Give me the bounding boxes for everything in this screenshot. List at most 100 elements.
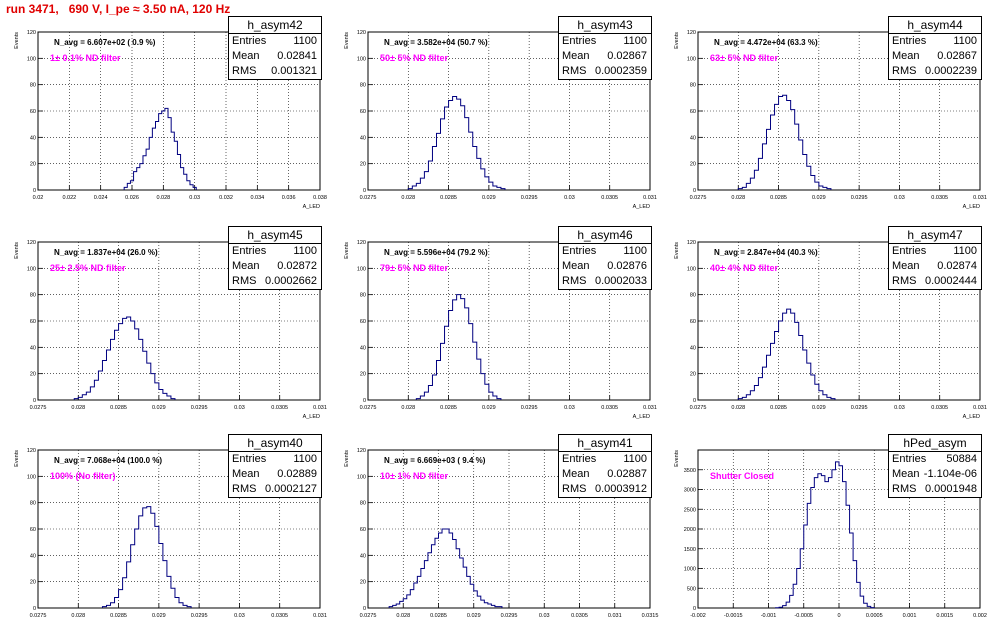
histogram-name: hPed_asym: [889, 435, 981, 452]
stat-row-mean: Mean 0.02874: [889, 259, 981, 274]
stat-row-rms: RMS 0.0002662: [229, 274, 321, 289]
x-tick-label: 0.034: [250, 195, 264, 201]
stat-label-entries: Entries: [562, 35, 597, 47]
y-tick-label: 80: [360, 501, 366, 507]
histogram-name: h_asym47: [889, 227, 981, 244]
y-tick-label: 0: [363, 398, 366, 404]
stat-row-rms: RMS 0.0001948: [889, 482, 981, 497]
y-tick-label: 100: [27, 56, 36, 62]
x-tick-label: 0: [837, 613, 840, 619]
stat-value-rms: 0.001321: [271, 65, 317, 77]
stat-label-entries: Entries: [232, 453, 267, 465]
x-tick-label: 0.029: [467, 613, 481, 619]
y-tick-label: 60: [360, 527, 366, 533]
y-tick-label: 60: [30, 319, 36, 325]
stat-value-entries: 1100: [293, 453, 317, 465]
y-tick-label: 100: [357, 474, 366, 480]
x-tick-label: 0.0285: [770, 405, 787, 411]
navg-annotation: N_avg = 6.607e+02 ( 0.9 %): [54, 38, 156, 47]
y-tick-label: 20: [30, 372, 36, 378]
x-tick-label: 0.0305: [931, 405, 948, 411]
y-tick-label: 100: [27, 266, 36, 272]
stat-label-mean: Mean: [232, 260, 260, 272]
stat-label-mean: Mean: [232, 468, 260, 480]
navg-annotation: N_avg = 5.596e+04 (79.2 %): [384, 248, 488, 257]
stat-label-entries: Entries: [892, 453, 927, 465]
histogram-line: [73, 316, 176, 400]
x-tick-label: 0.028: [401, 405, 415, 411]
x-tick-label: 0.0285: [430, 613, 447, 619]
x-tick-label: 0.0015: [936, 613, 953, 619]
stat-value-mean: 0.02867: [607, 50, 647, 62]
stat-value-mean: 0.02874: [937, 260, 977, 272]
stat-value-mean: -1.104e-06: [923, 468, 977, 480]
y-tick-label: 120: [27, 240, 36, 246]
y-tick-label: 0: [693, 398, 696, 404]
y-tick-label: 20: [360, 162, 366, 168]
x-tick-label: 0.03: [189, 195, 200, 201]
x-tick-label: 0.028: [401, 195, 415, 201]
x-tick-label: 0.029: [482, 405, 496, 411]
stat-row-mean: Mean 0.02867: [889, 49, 981, 64]
x-tick-label: 0.036: [282, 195, 296, 201]
histogram-line: [737, 308, 836, 400]
navg-annotation: N_avg = 3.582e+04 (50.7 %): [384, 38, 488, 47]
stat-row-entries: Entries 1100: [229, 244, 321, 259]
histogram-name: h_asym41: [559, 435, 651, 452]
y-tick-label: 20: [690, 162, 696, 168]
x-tick-label: 0.026: [125, 195, 139, 201]
x-tick-label: 0.029: [152, 405, 166, 411]
stat-row-entries: Entries 1100: [889, 244, 981, 259]
stat-value-rms: 0.0002662: [265, 275, 317, 287]
x-tick-label: 0.0295: [851, 405, 868, 411]
filter-annotation: 1± 0.1% ND filter: [50, 53, 121, 63]
stat-row-entries: Entries 1100: [559, 452, 651, 467]
y-tick-label: 120: [357, 448, 366, 454]
y-tick-label: 80: [30, 501, 36, 507]
y-tick-label: 100: [357, 56, 366, 62]
x-tick-label: 0.0275: [30, 405, 47, 411]
x-tick-label: -0.0005: [794, 613, 813, 619]
stat-value-entries: 1100: [953, 35, 977, 47]
y-tick-label: 20: [30, 580, 36, 586]
stats-box: h_asym42 Entries 1100 Mean 0.02841 RMS 0.00132…: [228, 16, 322, 80]
stat-row-entries: Entries 1100: [229, 34, 321, 49]
x-tick-label: 0.0275: [30, 613, 47, 619]
stat-row-rms: RMS 0.0002444: [889, 274, 981, 289]
stat-row-mean: Mean 0.02887: [559, 467, 651, 482]
x-tick-label: 0.0295: [521, 405, 538, 411]
x-tick-label: 0.031: [608, 613, 622, 619]
stat-row-rms: RMS 0.0002033: [559, 274, 651, 289]
stat-value-entries: 1100: [293, 35, 317, 47]
stat-value-entries: 50884: [946, 453, 977, 465]
x-tick-label: 0.032: [219, 195, 233, 201]
navg-annotation: N_avg = 1.837e+04 (26.0 %): [54, 248, 158, 257]
y-tick-label: 60: [30, 109, 36, 115]
x-tick-label: 0.0305: [271, 405, 288, 411]
y-tick-label: 500: [687, 586, 696, 592]
stat-row-mean: Mean 0.02876: [559, 259, 651, 274]
filter-annotation: 10± 1% ND filter: [380, 471, 448, 481]
x-tick-label: 0.028: [731, 195, 745, 201]
y-tick-label: 100: [357, 266, 366, 272]
stat-value-rms: 0.0001948: [925, 483, 977, 495]
y-tick-label: 40: [360, 135, 366, 141]
x-axis-title: A_LED: [963, 414, 980, 420]
x-tick-label: 0.001: [903, 613, 917, 619]
filter-annotation: 100% (No filter): [50, 471, 116, 481]
navg-annotation: N_avg = 2.847e+04 (40.3 %): [714, 248, 818, 257]
y-axis-title: Events: [14, 32, 20, 49]
y-tick-label: 40: [360, 345, 366, 351]
y-tick-label: 0: [363, 606, 366, 612]
stats-box: h_asym40 Entries 1100 Mean 0.02889 RMS 0.00021…: [228, 434, 322, 498]
x-tick-label: 0.0285: [110, 613, 127, 619]
stat-label-mean: Mean: [562, 260, 590, 272]
stat-value-mean: 0.02876: [607, 260, 647, 272]
x-axis-title: A_LED: [633, 414, 650, 420]
filter-annotation: 79± 5% ND filter: [380, 263, 448, 273]
y-tick-label: 0: [33, 398, 36, 404]
stat-value-mean: 0.02867: [937, 50, 977, 62]
stats-box: h_asym44 Entries 1100 Mean 0.02867 RMS 0.00022…: [888, 16, 982, 80]
x-tick-label: 0.03: [564, 195, 575, 201]
